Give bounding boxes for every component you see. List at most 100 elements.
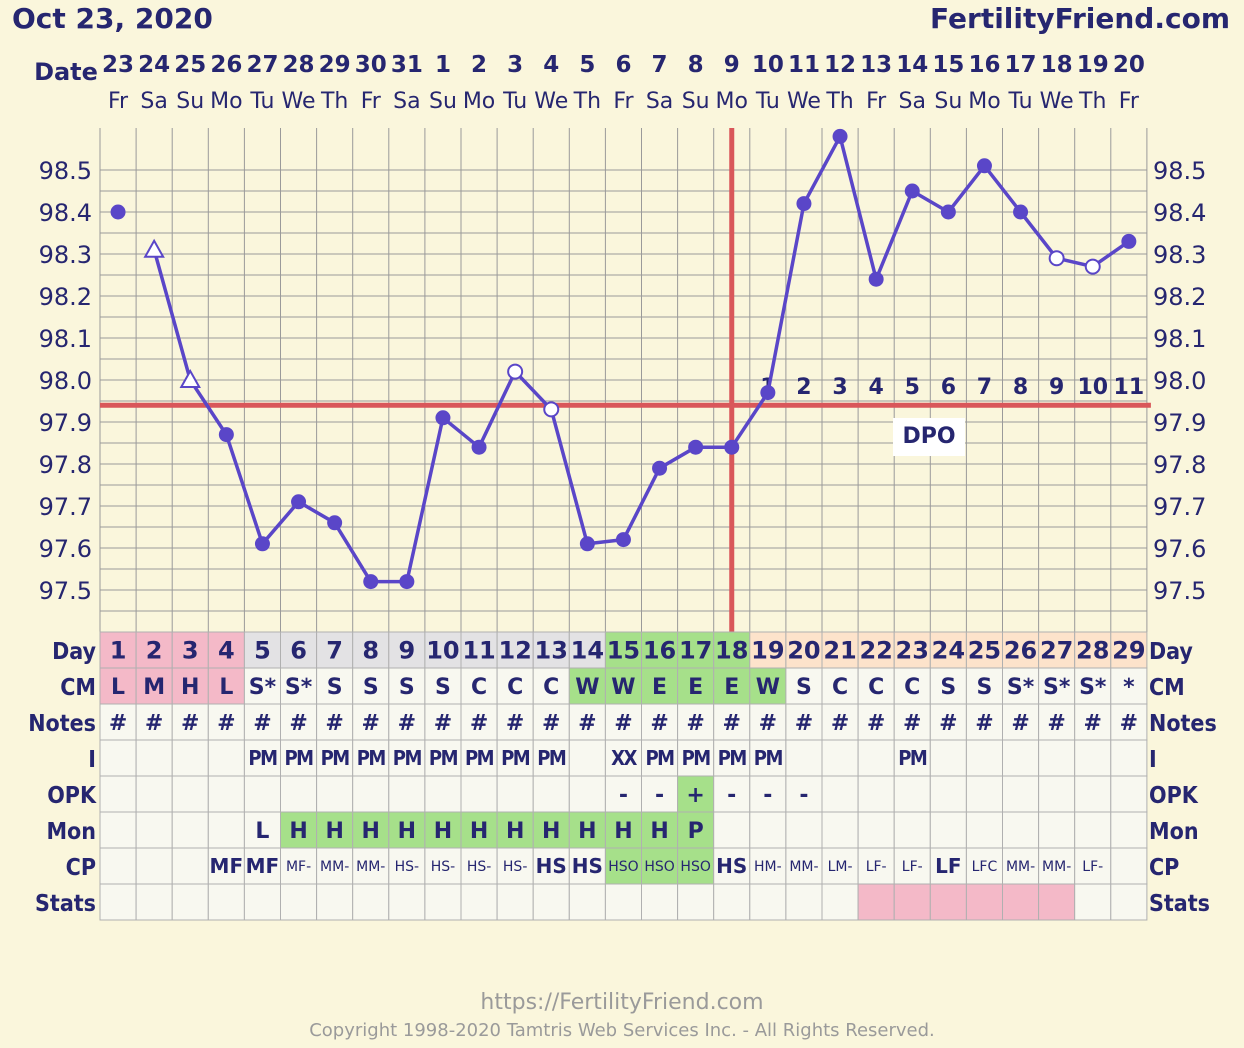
notes-cell-bg (641, 703, 679, 741)
notes-cell: # (362, 711, 380, 736)
y-tick-label-left: 97.5 (39, 577, 92, 605)
opk-cell: - (799, 783, 808, 808)
day-cell-bg (135, 631, 173, 669)
cp-cell: HS- (431, 859, 455, 875)
cp-cell: HS (536, 854, 567, 878)
day-cell-bg (641, 631, 679, 669)
notes-cell-bg (460, 703, 498, 741)
cm-cell: C (868, 675, 884, 700)
cp-cell: MF (210, 854, 244, 878)
dpo-number: 11 (1114, 375, 1145, 400)
intercourse-cell-bg (1038, 739, 1076, 777)
day-cell: 25 (968, 637, 1001, 665)
opk-cell-bg (1074, 775, 1112, 813)
stats-cell-bg (532, 883, 570, 921)
row-label-right: CP (1149, 855, 1179, 881)
date-label: 30 (355, 52, 387, 78)
monitor-cell-bg (713, 811, 751, 849)
notes-cell-bg (243, 703, 281, 741)
stats-cell-bg (171, 883, 209, 921)
monitor-cell-bg (965, 811, 1004, 849)
temperature-point (399, 574, 415, 590)
notes-cell: # (1011, 711, 1029, 736)
intercourse-cell-bg (99, 739, 137, 777)
opk-cell: - (619, 783, 628, 808)
date-label: 31 (391, 52, 423, 78)
dpo-number: 10 (1077, 375, 1108, 400)
date-label: 19 (1077, 52, 1109, 78)
stats-cell-bg (388, 883, 426, 921)
cm-cell: S* (1079, 675, 1107, 700)
notes-cell-bg (568, 703, 606, 741)
y-tick-label-right: 97.5 (1153, 577, 1206, 605)
cm-cell: C (832, 675, 848, 700)
intercourse-cell-bg (857, 739, 895, 777)
notes-cell: # (181, 711, 199, 736)
weekday-label: Fr (108, 89, 129, 114)
notes-cell: # (145, 711, 163, 736)
cp-cell-bg (280, 847, 318, 885)
intercourse-cell-bg (243, 739, 281, 777)
day-cell: 18 (715, 637, 748, 665)
temperature-point (760, 385, 776, 401)
y-tick-label-right: 97.6 (1153, 535, 1206, 563)
notes-cell: # (434, 711, 452, 736)
y-tick-label-left: 97.9 (39, 409, 92, 437)
intercourse-cell: PM (537, 746, 566, 770)
opk-cell-bg (171, 775, 209, 813)
cm-cell: W (575, 675, 599, 700)
notes-cell-bg (171, 703, 209, 741)
temperature-point (724, 439, 740, 455)
temperature-point-open (1084, 258, 1101, 275)
site-name[interactable]: FertilityFriend.com (930, 2, 1230, 35)
dpo-label: DPO (902, 424, 955, 449)
intercourse-cell-bg (713, 739, 751, 777)
row-label-left: Stats (35, 891, 96, 917)
monitor-cell-bg (677, 811, 715, 849)
day-cell-bg (1074, 631, 1112, 669)
row-label-right: Mon (1149, 819, 1199, 845)
cp-cell: HSO (680, 859, 710, 875)
opk-cell: - (727, 783, 736, 808)
intercourse-cell: PM (393, 746, 422, 770)
intercourse-cell: PM (754, 746, 783, 770)
day-cell-bg (460, 631, 498, 669)
stats-cell-bg (965, 883, 1004, 921)
temperature-point (327, 515, 343, 531)
notes-cell: # (686, 711, 704, 736)
stats-cell-bg (1110, 883, 1148, 921)
y-tick-label-right: 98.2 (1153, 283, 1206, 311)
day-cell: 19 (751, 637, 784, 665)
stats-cell-bg (280, 883, 318, 921)
cm-cell: S* (285, 675, 313, 700)
date-label: 16 (968, 52, 1000, 78)
y-tick-label-right: 98.4 (1153, 199, 1206, 227)
intercourse-cell-bg (1074, 739, 1112, 777)
intercourse-cell-bg (171, 739, 209, 777)
weekday-label: Fr (866, 89, 887, 114)
cp-cell: HM- (754, 859, 782, 875)
cm-cell: C (904, 675, 920, 700)
stats-cell-bg (929, 883, 967, 921)
y-tick-label-left: 98.4 (39, 199, 92, 227)
footer-url[interactable]: https://FertilityFriend.com (480, 990, 764, 1015)
notes-cell: # (831, 711, 849, 736)
notes-cell: # (289, 711, 307, 736)
date-label: 1 (435, 52, 451, 78)
opk-cell: + (686, 783, 704, 808)
weekday-label: Su (176, 89, 204, 114)
intercourse-cell-bg (604, 739, 643, 777)
intercourse-cell-bg (135, 739, 173, 777)
intercourse-cell-bg (965, 739, 1004, 777)
cp-cell-bg (677, 847, 715, 885)
stats-cell-bg (641, 883, 679, 921)
stats-cell-bg (1074, 883, 1112, 921)
monitor-cell: H (362, 819, 380, 844)
day-cell: 2 (146, 637, 163, 665)
cp-cell: MM- (320, 859, 349, 875)
y-tick-label-left: 98.1 (39, 325, 92, 353)
cm-cell-bg (1002, 667, 1040, 705)
weekday-label: Tu (755, 89, 780, 114)
cm-cell: C (507, 675, 523, 700)
notes-cell: # (1120, 711, 1138, 736)
